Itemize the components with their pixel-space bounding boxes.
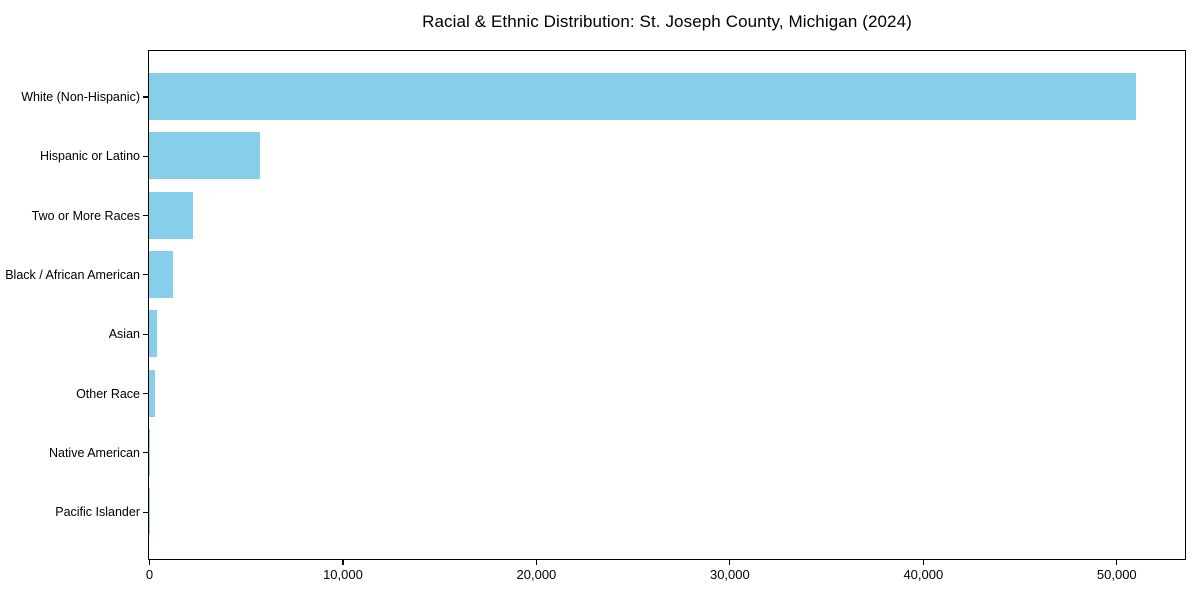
y-axis-tick	[143, 274, 148, 276]
x-tick-label-50000: 50,000	[1096, 567, 1137, 582]
y-tick-label-pacific-islander: Pacific Islander	[55, 505, 140, 520]
y-axis-tick	[143, 215, 148, 217]
bar-black-african-american	[149, 250, 174, 298]
bar-hispanic-or-latino	[149, 132, 261, 180]
x-tick-label-20000: 20,000	[516, 567, 557, 582]
bar-asian	[149, 310, 158, 358]
y-tick-label-asian: Asian	[108, 327, 140, 342]
y-tick-label-white-non-hispanic: White (Non-Hispanic)	[21, 90, 140, 104]
y-axis-tick	[143, 333, 148, 335]
y-axis-tick	[143, 96, 148, 98]
x-tick-label-40000: 40,000	[903, 567, 944, 582]
x-axis-tick	[1116, 560, 1118, 565]
y-axis-tick	[143, 511, 148, 513]
y-tick-label-other-race: Other Race	[76, 386, 140, 401]
x-axis-tick	[342, 560, 344, 565]
x-tick-label-10000: 10,000	[323, 567, 363, 582]
bar-native-american	[149, 428, 150, 476]
y-axis-tick	[143, 452, 148, 454]
y-axis-tick	[143, 155, 148, 157]
y-tick-label-hispanic-or-latino: Hispanic or Latino	[39, 149, 140, 164]
bar-white-non-hispanic	[149, 73, 1136, 120]
x-axis-tick	[922, 560, 924, 565]
y-tick-label-black-african-american: Black / African American	[5, 267, 140, 282]
bar-other-race	[149, 369, 155, 417]
x-tick-label-0: 0	[145, 567, 154, 582]
bar-two-or-more-races	[149, 191, 194, 239]
chart-title: Racial & Ethnic Distribution: St. Joseph…	[422, 12, 912, 31]
x-axis-tick	[148, 560, 151, 565]
plot-area	[148, 50, 1186, 560]
y-axis-tick	[143, 392, 148, 395]
x-tick-label-30000: 30,000	[709, 567, 750, 582]
x-axis-tick	[535, 560, 537, 565]
y-tick-label-two-or-more-races: Two or More Races	[31, 208, 140, 223]
y-tick-label-native-american: Native American	[48, 445, 140, 460]
x-axis-tick	[729, 560, 731, 565]
